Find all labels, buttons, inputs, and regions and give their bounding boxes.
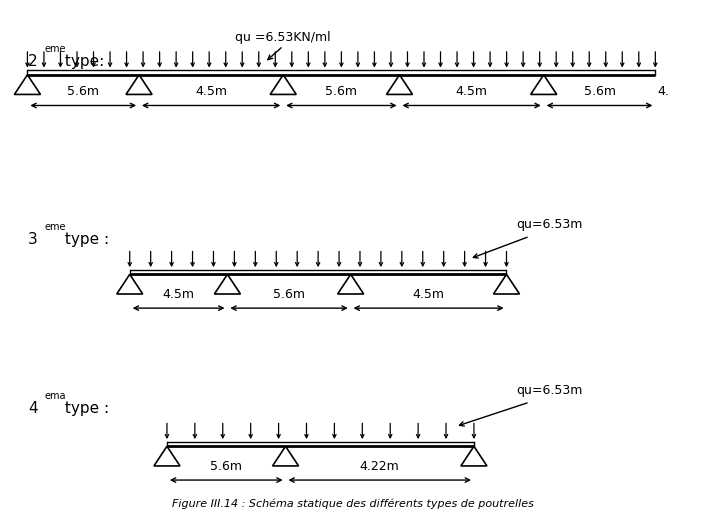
Text: 2: 2 (28, 53, 37, 68)
Text: eme: eme (44, 222, 66, 232)
Text: 5.6m: 5.6m (325, 85, 357, 98)
Text: 4: 4 (28, 400, 37, 415)
Text: type:: type: (59, 53, 104, 68)
Text: 5.6m: 5.6m (273, 288, 305, 301)
Text: Figure III.14 : Schéma statique des différents types de poutrelles: Figure III.14 : Schéma statique des diff… (172, 498, 534, 509)
Text: type :: type : (59, 232, 109, 247)
Text: 3: 3 (28, 232, 37, 247)
Text: 4.5m: 4.5m (162, 288, 195, 301)
Text: 4.: 4. (658, 84, 669, 97)
Text: ema: ema (44, 391, 66, 401)
Text: 4.5m: 4.5m (412, 288, 445, 301)
Text: 5.6m: 5.6m (67, 85, 100, 98)
Text: qu =6.53KN/ml: qu =6.53KN/ml (235, 31, 331, 44)
Text: 4.5m: 4.5m (195, 85, 227, 98)
Text: type :: type : (59, 400, 109, 415)
Text: 5.6m: 5.6m (210, 459, 242, 473)
Text: 5.6m: 5.6m (583, 85, 616, 98)
Text: qu=6.53m: qu=6.53m (516, 384, 582, 397)
Text: eme: eme (44, 44, 66, 54)
Text: 4.22m: 4.22m (360, 459, 400, 473)
Text: 4.5m: 4.5m (455, 85, 488, 98)
Text: qu=6.53m: qu=6.53m (516, 219, 582, 232)
